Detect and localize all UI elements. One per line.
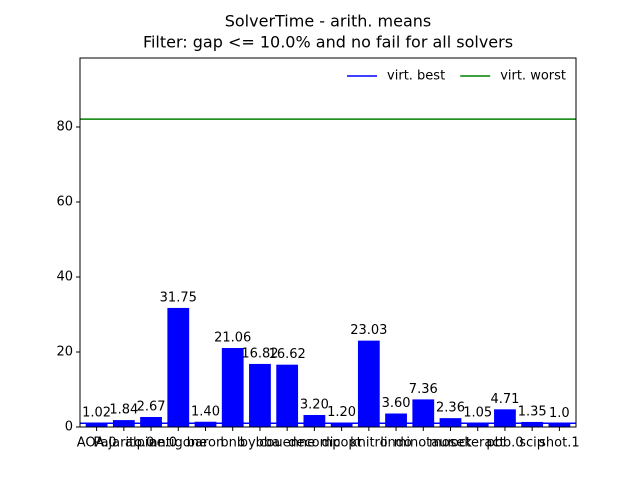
- bar: [221, 348, 244, 427]
- value-label: 1.40: [191, 404, 220, 419]
- bar: [357, 340, 380, 427]
- bar: [140, 416, 162, 427]
- legend-label: virt. best: [387, 69, 445, 84]
- x-tick-label: alpine.0: [125, 436, 177, 451]
- value-label: 16.82: [241, 346, 278, 361]
- x-tick-label: antigone: [150, 436, 207, 451]
- y-tick-label: 60: [56, 195, 73, 210]
- x-tick-label: couenne: [259, 436, 315, 451]
- value-label: 1.35: [518, 404, 547, 419]
- bar: [548, 423, 571, 427]
- x-tick-label: dicopt: [321, 436, 361, 451]
- x-tick-label: octeract: [451, 436, 505, 451]
- x-tick-label: minotaur: [394, 436, 454, 451]
- x-tick-label: lindo: [380, 436, 412, 451]
- value-label: 1.02: [82, 406, 111, 421]
- bar: [385, 413, 407, 427]
- bar: [303, 415, 326, 427]
- y-tick-label: 40: [56, 270, 73, 285]
- value-label: 7.36: [409, 382, 438, 397]
- chart-title: SolverTime - arith. means: [225, 12, 432, 31]
- bar: [494, 409, 516, 427]
- x-tick-label: shot.1: [539, 436, 579, 451]
- value-label: 21.06: [214, 331, 251, 346]
- bar: [466, 423, 489, 427]
- bar: [85, 423, 108, 427]
- bar: [167, 307, 190, 427]
- value-label: 1.05: [463, 406, 492, 421]
- y-tick-label: 20: [56, 345, 73, 360]
- bar: [249, 363, 271, 427]
- bar: [276, 364, 299, 427]
- x-tick-label: AOA.0: [77, 436, 117, 451]
- x-tick-label: mosek: [429, 436, 472, 451]
- value-label: 4.71: [490, 392, 519, 407]
- x-tick-label: bnb: [220, 436, 245, 451]
- bar: [412, 399, 435, 427]
- x-tick-label: bybba: [240, 436, 280, 451]
- value-label: 23.03: [350, 323, 387, 338]
- x-tick-label: decomp: [288, 436, 340, 451]
- value-label: 2.36: [436, 401, 465, 416]
- x-tick-label: Pajarito.0: [93, 436, 154, 451]
- value-label: 3.60: [382, 396, 411, 411]
- plot-frame: [79, 57, 577, 428]
- legend-label: virt. worst: [500, 69, 566, 84]
- value-label: 31.75: [160, 290, 197, 305]
- value-label: 1.20: [327, 405, 356, 420]
- bar: [521, 421, 544, 427]
- y-tick-label: 80: [56, 120, 73, 135]
- chart-subtitle: Filter: gap <= 10.0% and no fail for all…: [143, 33, 513, 52]
- value-label: 3.20: [300, 398, 329, 413]
- x-tick-label: knitro: [350, 436, 388, 451]
- x-tick-label: scip: [519, 436, 545, 451]
- y-tick-label: 0: [65, 420, 73, 435]
- value-label: 1.84: [109, 403, 138, 418]
- bar: [330, 422, 353, 427]
- value-label: 1.0: [549, 406, 570, 421]
- x-tick-label: pbb.0: [486, 436, 523, 451]
- value-label: 16.62: [269, 347, 306, 362]
- x-tick-label: baron: [187, 436, 224, 451]
- bar: [194, 421, 217, 427]
- value-label: 2.67: [137, 399, 166, 414]
